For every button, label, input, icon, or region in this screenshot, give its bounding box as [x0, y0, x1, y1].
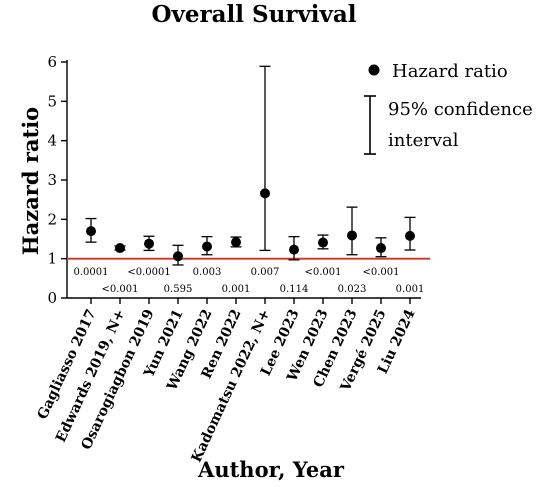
data-point — [347, 230, 357, 241]
p-value-label: 0.003 — [193, 267, 222, 278]
legend-ci-label-line2: interval — [388, 130, 459, 151]
p-value-label: 0.001 — [222, 284, 251, 295]
p-value-label: <0.001 — [304, 267, 341, 278]
y-tick-label: 3 — [47, 171, 57, 189]
data-point — [173, 251, 183, 262]
legend-point-label: Hazard ratio — [392, 61, 508, 82]
p-value-label: 0.023 — [338, 284, 367, 295]
p-value-label: 0.007 — [251, 267, 280, 278]
data-point — [405, 230, 415, 241]
p-value-label: 0.595 — [164, 284, 193, 295]
x-axis-title: Author, Year — [197, 457, 345, 482]
p-value-label: 0.001 — [396, 284, 425, 295]
y-axis-ticks: 0 1 2 3 4 5 6 — [47, 53, 67, 307]
y-tick-label: 2 — [47, 210, 57, 228]
data-point — [144, 238, 154, 249]
data-point — [289, 244, 299, 255]
data-points — [86, 188, 415, 262]
data-point — [318, 237, 328, 248]
data-point — [231, 237, 241, 248]
chart-title: Overall Survival — [151, 1, 356, 28]
data-point — [260, 188, 270, 199]
y-tick-label: 6 — [47, 53, 57, 71]
data-point — [202, 241, 212, 252]
y-tick-label: 1 — [47, 250, 57, 268]
p-value-label: 0.114 — [280, 284, 309, 295]
data-point — [376, 243, 386, 254]
legend-ci-label-line1: 95% confidence — [388, 99, 533, 120]
y-tick-label: 0 — [47, 289, 57, 307]
data-point — [115, 243, 125, 254]
p-value-labels: 0.0001<0.001<0.00010.5950.0030.0010.0070… — [74, 267, 425, 295]
p-value-label: <0.0001 — [127, 267, 170, 278]
p-value-label: <0.001 — [362, 267, 399, 278]
data-point — [86, 226, 96, 237]
p-value-label: <0.001 — [101, 284, 138, 295]
y-tick-label: 5 — [47, 92, 57, 110]
y-tick-label: 4 — [47, 132, 57, 150]
p-value-label: 0.0001 — [74, 267, 109, 278]
y-axis-title: Hazard ratio — [18, 107, 43, 255]
legend: Hazard ratio 95% confidence interval — [364, 61, 533, 155]
legend-point-marker — [368, 64, 380, 76]
